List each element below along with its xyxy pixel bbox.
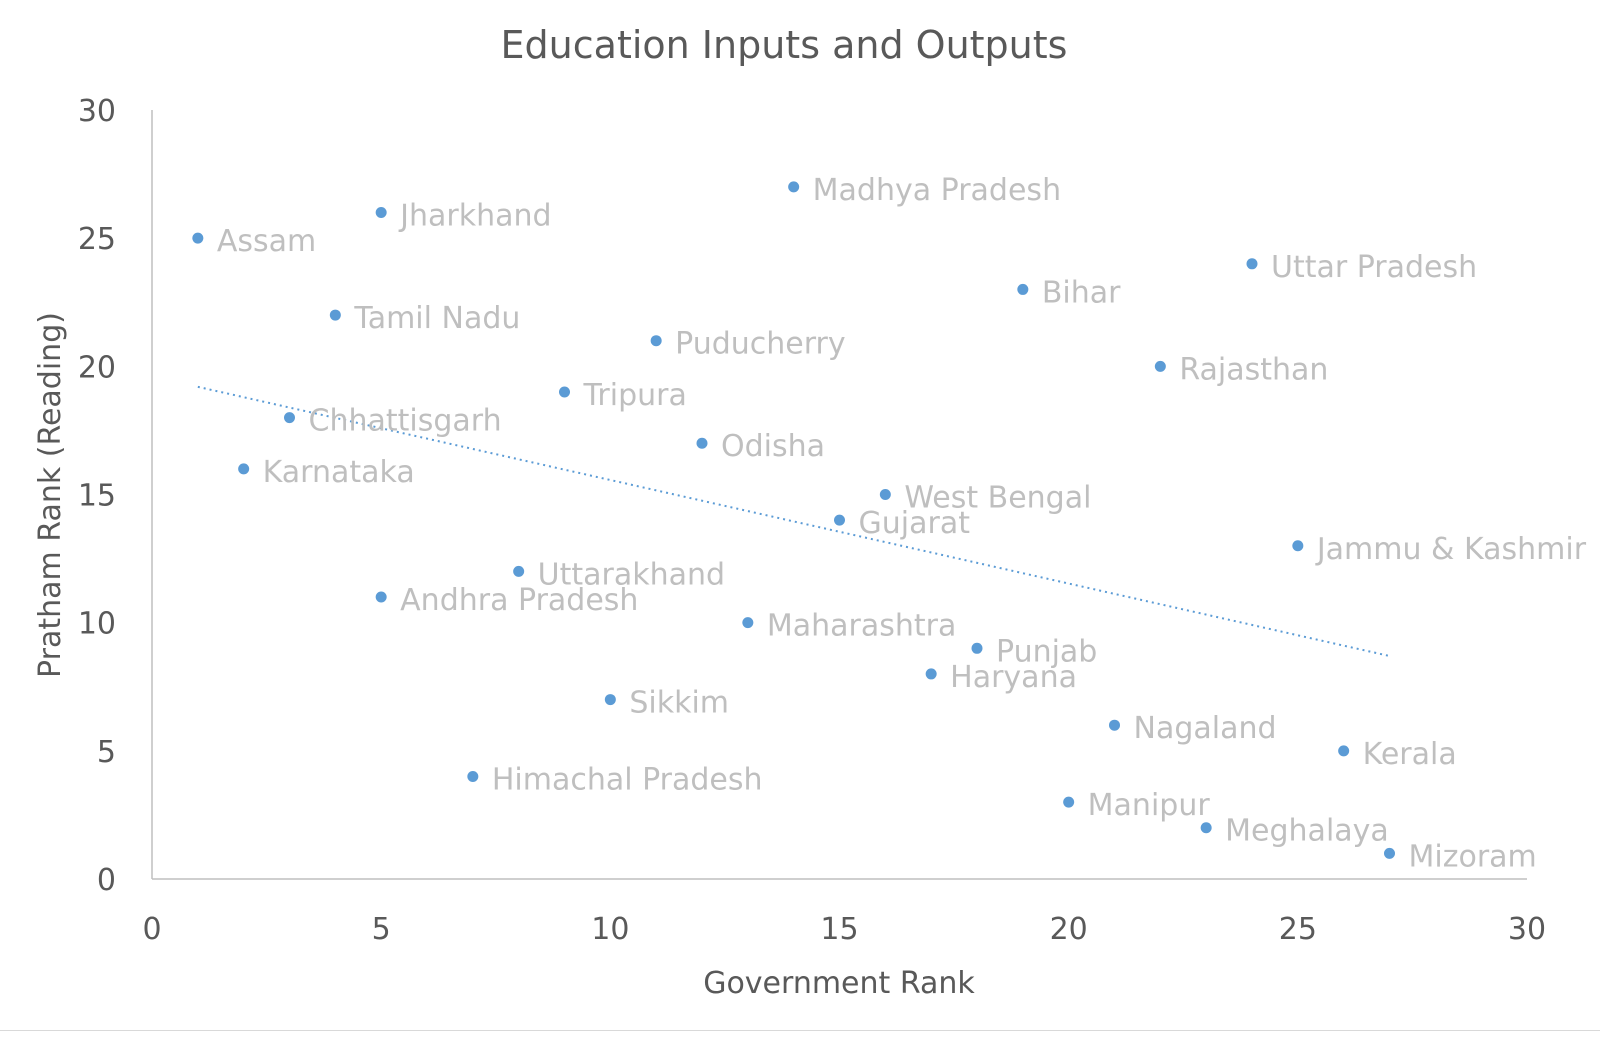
data-label: Odisha (721, 429, 825, 464)
y-tick-labels: 0 5 10 15 20 25 30 (78, 94, 116, 898)
x-tick-label: 5 (372, 912, 391, 947)
data-point (559, 386, 570, 398)
data-label: Jammu & Kashmir (1315, 532, 1587, 567)
data-label: Karnataka (263, 455, 415, 490)
data-label: Tripura (583, 378, 687, 413)
y-tick-label: 0 (97, 863, 116, 898)
data-point (1017, 283, 1029, 295)
y-tick-label: 20 (78, 350, 116, 385)
data-label: Haryana (950, 660, 1077, 695)
y-tick-label: 10 (78, 607, 116, 642)
data-point (1200, 822, 1212, 834)
data-point (284, 412, 295, 424)
data-point (238, 463, 250, 475)
data-point (329, 309, 341, 321)
data-point (1384, 847, 1395, 859)
x-tick-label: 10 (591, 912, 629, 947)
data-label: Sikkim (629, 686, 729, 721)
data-label: Meghalaya (1225, 814, 1389, 849)
x-tick-label: 30 (1508, 912, 1546, 947)
x-axis-title: Government Rank (703, 966, 975, 1001)
y-tick-label: 30 (78, 94, 116, 129)
data-label: Gujarat (859, 506, 971, 541)
data-point (971, 642, 983, 654)
data-label: Rajasthan (1179, 352, 1328, 387)
data-point (192, 232, 204, 244)
data-label: Assam (217, 224, 316, 259)
x-tick-label: 25 (1279, 912, 1317, 947)
data-label: Mizoram (1409, 839, 1537, 874)
data-label: Manipur (1088, 788, 1211, 823)
data-points (192, 181, 1395, 859)
data-point (375, 591, 387, 603)
data-label: West Bengal (904, 481, 1091, 516)
data-label: Jharkhand (398, 199, 551, 234)
data-label: Punjab (996, 634, 1097, 669)
data-point (1246, 258, 1258, 270)
data-label: Bihar (1042, 275, 1121, 310)
data-point (788, 181, 800, 193)
data-point (1063, 796, 1075, 808)
x-tick-label: 20 (1050, 912, 1088, 947)
data-label: Puducherry (675, 327, 846, 362)
data-label: Himachal Pradesh (492, 762, 763, 797)
data-point (1109, 719, 1120, 731)
data-label: Uttar Pradesh (1271, 250, 1477, 285)
chart-title: Education Inputs and Outputs (501, 23, 1068, 67)
data-label: Andhra Pradesh (400, 583, 638, 618)
data-labels: Assam Karnataka Chhattisgarh Tamil Nadu Jhar… (217, 173, 1587, 874)
data-label: Nagaland (1134, 711, 1277, 746)
data-point (375, 207, 387, 219)
x-tick-label: 0 (142, 912, 161, 947)
data-point (1338, 745, 1350, 757)
data-point (696, 437, 708, 449)
data-label: Uttarakhand (538, 557, 725, 592)
data-point (742, 617, 754, 629)
y-axis-title: Pratham Rank (Reading) (33, 312, 68, 678)
y-tick-label: 25 (78, 222, 116, 257)
data-label: Chhattisgarh (309, 404, 502, 439)
data-point (650, 335, 662, 347)
data-label: Madhya Pradesh (813, 173, 1061, 208)
y-tick-label: 5 (97, 735, 116, 770)
data-point (604, 694, 616, 706)
data-point (513, 565, 525, 577)
data-point (467, 770, 479, 782)
data-point (925, 668, 937, 680)
data-point (1154, 360, 1166, 372)
x-tick-label: 15 (820, 912, 858, 947)
x-tick-labels: 0 5 10 15 20 25 30 (142, 912, 1546, 947)
bottom-border (0, 1030, 1600, 1031)
data-point (879, 489, 891, 500)
y-tick-label: 15 (78, 479, 116, 514)
data-label: Maharashtra (767, 609, 957, 644)
data-point (1292, 540, 1304, 552)
data-point (834, 514, 845, 526)
data-label: Kerala (1363, 737, 1457, 772)
data-label: Tamil Nadu (353, 301, 520, 336)
